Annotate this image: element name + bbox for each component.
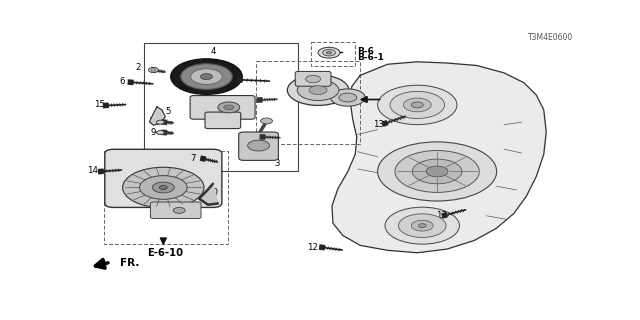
Text: B-6: B-6	[356, 47, 374, 56]
FancyBboxPatch shape	[205, 112, 241, 129]
Circle shape	[171, 59, 242, 94]
Text: 15: 15	[94, 100, 106, 109]
Text: 12: 12	[307, 243, 317, 252]
Text: T3M4E0600: T3M4E0600	[528, 33, 573, 42]
Circle shape	[412, 159, 462, 184]
Circle shape	[419, 224, 426, 228]
Circle shape	[287, 75, 349, 105]
Bar	[104, 150, 228, 244]
Circle shape	[123, 167, 204, 208]
Circle shape	[339, 93, 356, 102]
Circle shape	[140, 176, 187, 199]
Circle shape	[390, 92, 445, 118]
FancyBboxPatch shape	[105, 149, 222, 207]
Circle shape	[385, 207, 460, 244]
Circle shape	[412, 102, 423, 108]
Text: 9: 9	[151, 128, 156, 137]
Text: E-6-10: E-6-10	[147, 248, 183, 258]
Text: FR.: FR.	[120, 258, 139, 268]
Circle shape	[306, 75, 321, 83]
FancyBboxPatch shape	[239, 132, 278, 160]
Circle shape	[403, 98, 431, 112]
Text: E-7-10: E-7-10	[399, 94, 435, 105]
Text: 14: 14	[87, 166, 98, 175]
Bar	[145, 43, 298, 172]
Circle shape	[173, 207, 185, 213]
Text: 3: 3	[275, 159, 280, 168]
Circle shape	[156, 131, 164, 134]
Circle shape	[323, 50, 335, 56]
Circle shape	[412, 220, 433, 231]
Text: 2: 2	[136, 63, 141, 72]
Text: 6: 6	[120, 77, 125, 86]
Circle shape	[152, 182, 174, 193]
Circle shape	[330, 89, 365, 106]
Circle shape	[395, 150, 479, 192]
Text: 7: 7	[190, 154, 196, 163]
Polygon shape	[199, 184, 218, 205]
Circle shape	[309, 86, 327, 95]
Circle shape	[180, 64, 232, 89]
Circle shape	[297, 80, 339, 100]
FancyBboxPatch shape	[295, 71, 331, 86]
Text: B-6-1: B-6-1	[356, 53, 383, 62]
Circle shape	[159, 186, 167, 189]
Polygon shape	[150, 107, 165, 125]
FancyBboxPatch shape	[150, 202, 201, 219]
Circle shape	[191, 69, 222, 84]
Circle shape	[426, 166, 448, 177]
Circle shape	[378, 142, 497, 201]
Circle shape	[260, 118, 273, 124]
Circle shape	[148, 68, 158, 72]
Text: 11: 11	[264, 132, 275, 141]
Circle shape	[248, 140, 269, 151]
Polygon shape	[332, 62, 547, 253]
Text: 13: 13	[373, 120, 384, 129]
Circle shape	[399, 214, 446, 237]
Circle shape	[318, 47, 340, 58]
Circle shape	[200, 74, 212, 80]
Text: 8: 8	[230, 74, 236, 83]
Text: 13: 13	[436, 211, 447, 220]
Text: 10: 10	[148, 117, 159, 126]
FancyBboxPatch shape	[190, 96, 255, 119]
Circle shape	[151, 69, 156, 71]
Text: 1: 1	[193, 185, 198, 194]
Text: 10: 10	[207, 188, 218, 197]
Circle shape	[378, 85, 457, 124]
Text: 5: 5	[166, 107, 171, 116]
Bar	[310, 42, 355, 66]
Circle shape	[218, 102, 240, 113]
Bar	[256, 60, 360, 144]
Circle shape	[326, 52, 332, 54]
Text: 4: 4	[210, 47, 216, 56]
Circle shape	[156, 120, 164, 124]
Circle shape	[224, 105, 234, 110]
